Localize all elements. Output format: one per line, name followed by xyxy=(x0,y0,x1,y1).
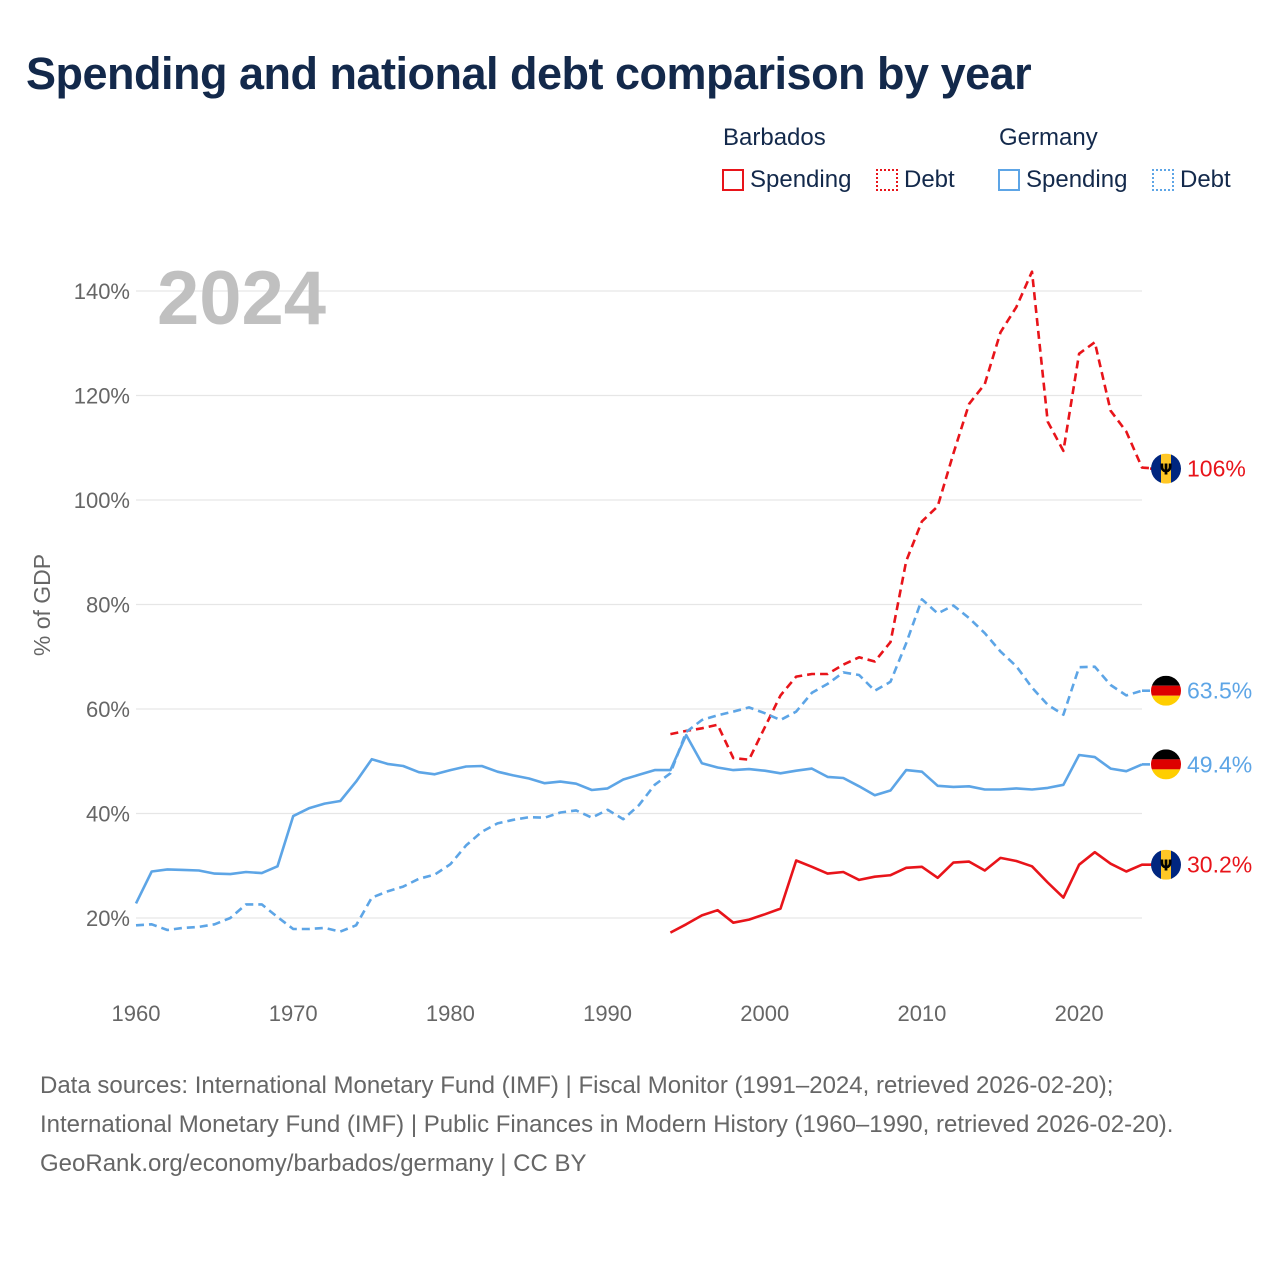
gridlines xyxy=(136,290,1142,919)
legend-group-barbados: Barbados xyxy=(723,124,826,151)
y-tick-label: 80% xyxy=(86,593,130,618)
legend-germany-spending[interactable]: Spending xyxy=(998,164,1127,196)
x-tick-label: 1980 xyxy=(426,1001,475,1026)
x-axis: 1960 1970 1980 1990 2000 2010 2020 xyxy=(112,1001,1104,1026)
end-labels: Ψ 106% Ψ 30.2% 63.5% 49.4% xyxy=(1142,453,1252,880)
legend-dotted-swatch-icon xyxy=(1152,169,1174,191)
end-value-label: 49.4% xyxy=(1187,751,1252,777)
x-tick-label: 2000 xyxy=(740,1001,789,1026)
x-tick-label: 1990 xyxy=(583,1001,632,1026)
x-tick-label: 1970 xyxy=(269,1001,318,1026)
legend-label: Spending xyxy=(750,166,852,193)
x-tick-label: 1960 xyxy=(112,1001,161,1026)
legend-group-germany: Germany xyxy=(999,124,1098,151)
germany-spending-line[interactable] xyxy=(134,733,1143,904)
germany-flag-icon xyxy=(1151,675,1181,706)
germany-flag-icon xyxy=(1151,749,1181,780)
line-chart: 2024 20%40%60%80%100%120%140% 1960 1970 19… xyxy=(29,256,1252,1026)
legend-label: Debt xyxy=(904,166,955,193)
chart-title: Spending and national debt comparison by… xyxy=(26,48,1032,99)
barbados-debt-line[interactable] xyxy=(670,270,1158,761)
legend-label: Spending xyxy=(1026,166,1128,193)
y-tick-label: 100% xyxy=(74,488,130,513)
data-sources: Data sources: International Monetary Fun… xyxy=(40,1072,1174,1138)
x-tick-label: 2010 xyxy=(897,1001,946,1026)
y-tick-label: 120% xyxy=(74,384,130,409)
barbados-flag-icon: Ψ xyxy=(1151,849,1181,880)
y-axis-label: % of GDP xyxy=(29,554,55,656)
series-layer xyxy=(134,270,1158,934)
credit-link[interactable]: GeoRank.org/economy/barbados/germany | C… xyxy=(40,1150,587,1177)
legend-solid-swatch-icon xyxy=(998,169,1020,191)
y-tick-label: 40% xyxy=(86,802,130,827)
svg-text:Ψ: Ψ xyxy=(1160,857,1173,875)
y-tick-label: 140% xyxy=(74,279,130,304)
y-tick-label: 20% xyxy=(86,906,130,931)
germany-debt-line[interactable] xyxy=(135,598,1143,933)
barbados-flag-icon: Ψ xyxy=(1151,453,1181,484)
legend-solid-swatch-icon xyxy=(722,169,744,191)
end-value-label: 63.5% xyxy=(1187,678,1252,704)
legend-barbados-debt[interactable]: Debt xyxy=(876,164,955,196)
end-value-label: 106% xyxy=(1187,456,1246,482)
legend-dotted-swatch-icon xyxy=(876,169,898,191)
barbados-spending-line[interactable] xyxy=(669,850,1158,934)
legend-barbados-spending[interactable]: Spending xyxy=(722,164,851,196)
x-tick-label: 2020 xyxy=(1055,1001,1104,1026)
y-axis: 20% 40% 60% 80% 100% 120% 140% xyxy=(74,279,130,931)
year-watermark: 2024 xyxy=(157,256,326,341)
y-tick-label: 60% xyxy=(86,697,130,722)
end-value-label: 30.2% xyxy=(1187,852,1252,878)
legend-germany-debt[interactable]: Debt xyxy=(1152,164,1231,196)
footer: Data sources: International Monetary Fun… xyxy=(40,1066,1240,1183)
svg-text:Ψ: Ψ xyxy=(1160,461,1173,479)
legend-label: Debt xyxy=(1180,166,1231,193)
